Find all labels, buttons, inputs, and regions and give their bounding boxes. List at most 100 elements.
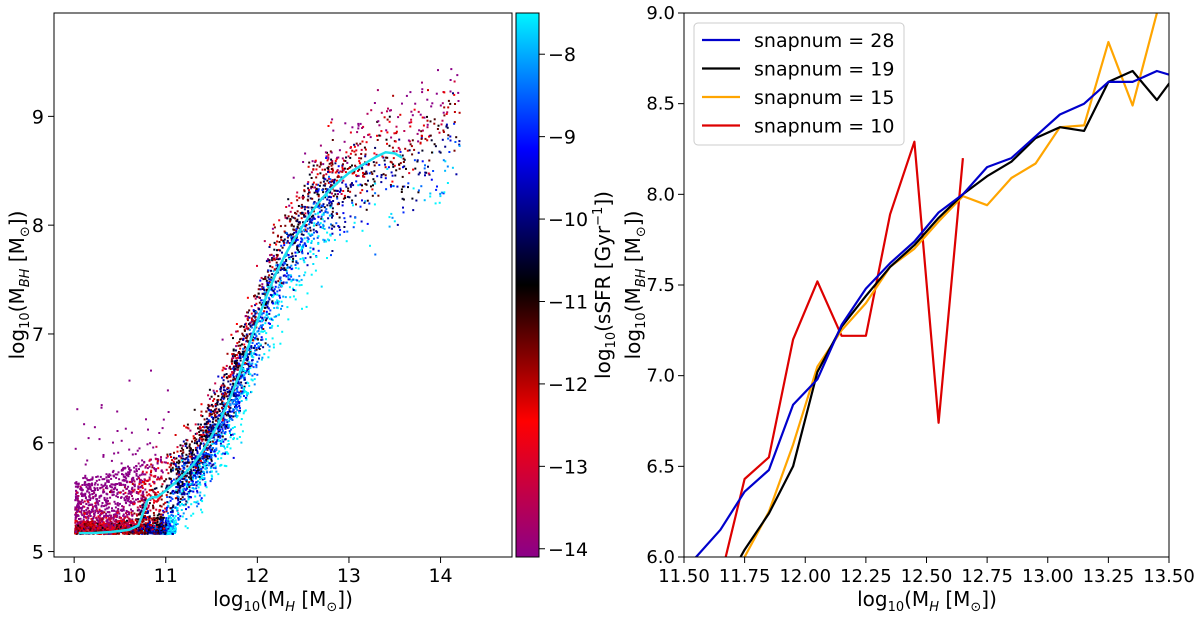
scatter-point <box>248 328 251 331</box>
scatter-point <box>289 266 291 269</box>
scatter-point <box>217 408 220 411</box>
scatter-point <box>287 274 290 277</box>
scatter-point <box>280 282 283 285</box>
scatter-point <box>398 163 401 166</box>
scatter-point <box>140 499 143 502</box>
scatter-point <box>185 487 188 490</box>
scatter-point <box>315 183 318 186</box>
scatter-point <box>76 510 78 513</box>
scatter-point <box>280 307 282 310</box>
scatter-point <box>336 189 339 192</box>
scatter-point <box>370 185 372 188</box>
scatter-point <box>420 185 423 188</box>
scatter-point <box>355 180 358 183</box>
scatter-point <box>97 516 100 519</box>
scatter-point <box>110 483 113 486</box>
scatter-point <box>227 380 230 383</box>
scatter-point <box>185 453 188 456</box>
scatter-point <box>211 440 214 443</box>
scatter-point <box>330 151 333 154</box>
scatter-point <box>210 459 213 462</box>
scatter-point <box>287 235 289 238</box>
scatter-point <box>245 390 248 393</box>
scatter-point <box>203 445 206 448</box>
scatter-point <box>342 168 344 170</box>
scatter-point <box>297 245 300 248</box>
scatter-point <box>170 470 173 473</box>
scatter-point <box>339 170 342 173</box>
scatter-point <box>91 505 94 508</box>
scatter-point <box>95 479 98 482</box>
scatter-point <box>150 463 153 466</box>
scatter-point <box>185 426 188 429</box>
scatter-point <box>177 518 180 521</box>
scatter-point <box>241 374 244 377</box>
scatter-point <box>320 209 323 212</box>
scatter-point <box>235 375 238 378</box>
scatter-point <box>103 526 106 529</box>
scatter-point <box>235 357 238 360</box>
scatter-point <box>361 229 364 232</box>
scatter-point <box>86 530 89 533</box>
scatter-point <box>145 471 148 474</box>
scatter-point <box>199 444 201 447</box>
scatter-point <box>240 325 243 328</box>
scatter-point <box>190 514 193 517</box>
scatter-point <box>216 452 219 455</box>
scatter-point <box>202 442 205 445</box>
scatter-point <box>242 389 245 392</box>
scatter-point <box>121 526 124 529</box>
scatter-point <box>221 438 224 441</box>
scatter-point <box>114 522 117 525</box>
scatter-point <box>438 150 441 153</box>
scatter-point <box>215 449 218 451</box>
scatter-point <box>144 525 147 528</box>
scatter-point <box>205 429 207 432</box>
scatter-point <box>229 373 232 376</box>
scatter-point <box>427 165 429 168</box>
scatter-point <box>337 193 339 195</box>
scatter-point <box>253 352 256 355</box>
scatter-point <box>236 409 239 412</box>
scatter-point <box>152 519 155 522</box>
scatter-point <box>219 464 222 467</box>
scatter-point <box>177 501 180 504</box>
scatter-point <box>429 120 432 123</box>
scatter-point <box>77 522 80 525</box>
scatter-point <box>304 212 307 215</box>
scatter-point <box>292 176 295 179</box>
scatter-point <box>388 120 391 123</box>
scatter-point <box>425 171 428 174</box>
scatter-point <box>185 518 188 520</box>
scatter-point <box>433 118 436 121</box>
scatter-point <box>409 143 412 146</box>
scatter-point <box>279 266 282 269</box>
scatter-point <box>366 190 369 193</box>
scatter-point <box>236 390 239 393</box>
scatter-point <box>79 530 82 533</box>
scatter-point <box>158 532 161 535</box>
scatter-point <box>197 460 199 463</box>
scatter-point <box>233 391 236 394</box>
scatter-point <box>189 470 192 473</box>
scatter-point <box>153 501 155 504</box>
scatter-point <box>165 523 168 526</box>
scatter-point <box>261 299 264 302</box>
scatter-point <box>173 451 175 454</box>
scatter-point <box>102 454 105 456</box>
scatter-point <box>300 278 303 281</box>
scatter-point <box>185 480 188 483</box>
scatter-point <box>364 148 367 151</box>
scatter-point <box>444 145 447 148</box>
scatter-point <box>167 501 170 504</box>
scatter-point <box>157 458 160 461</box>
scatter-point <box>201 415 204 418</box>
scatter-point <box>187 495 190 498</box>
scatter-point <box>192 490 195 493</box>
scatter-point <box>401 154 404 157</box>
scatter-point <box>281 330 284 333</box>
scatter-point <box>123 497 126 500</box>
scatter-point <box>271 257 274 259</box>
scatter-point <box>324 151 327 154</box>
scatter-point <box>75 519 78 522</box>
